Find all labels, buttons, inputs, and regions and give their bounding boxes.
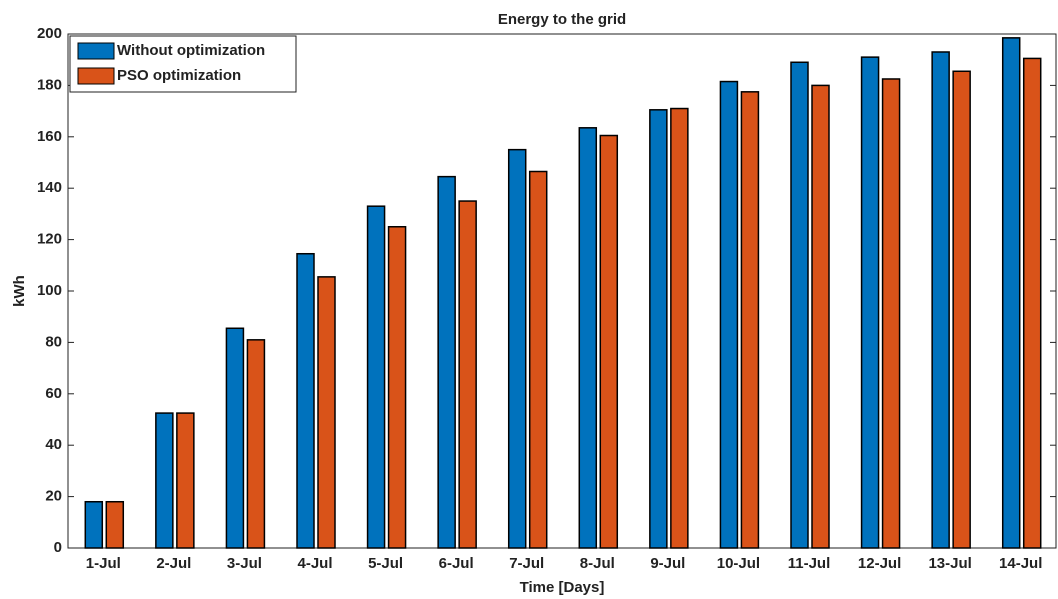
bar	[811, 84, 830, 549]
y-tick-label: 140	[37, 179, 62, 196]
bar	[437, 175, 456, 549]
x-tick-label: 11-Jul	[788, 555, 831, 572]
y-tick-label: 40	[45, 436, 62, 453]
legend-swatch	[77, 67, 115, 85]
legend-label: PSO optimization	[117, 67, 241, 84]
plot-frame	[67, 33, 1057, 549]
x-tick-label: 4-Jul	[297, 555, 332, 572]
bar	[458, 200, 477, 549]
y-tick-label: 180	[37, 76, 62, 93]
bar	[296, 252, 315, 549]
bar	[105, 500, 125, 549]
legend-swatch	[77, 42, 115, 60]
bar	[507, 148, 527, 549]
bar	[246, 339, 266, 549]
bar	[719, 80, 739, 549]
y-tick-label: 20	[45, 488, 62, 505]
y-tick-label: 160	[37, 128, 62, 145]
x-axis-label: Time [Days]	[520, 579, 605, 596]
bar	[952, 70, 971, 549]
y-tick-label: 200	[37, 25, 62, 42]
bar	[528, 170, 548, 549]
x-tick-label: 10-Jul	[717, 555, 760, 572]
bar	[670, 107, 689, 549]
bar	[881, 78, 901, 549]
y-tick-label: 80	[45, 333, 62, 350]
bar	[1022, 57, 1042, 549]
bar	[225, 327, 245, 549]
legend-label: Without optimization	[117, 42, 265, 59]
bar	[790, 61, 809, 549]
bar	[84, 500, 104, 549]
bar	[649, 109, 668, 549]
x-tick-label: 5-Jul	[368, 555, 403, 572]
bar	[931, 51, 950, 549]
y-tick-label: 100	[37, 282, 62, 299]
x-tick-label: 9-Jul	[650, 555, 685, 572]
x-tick-label: 14-Jul	[999, 555, 1042, 572]
bar	[366, 205, 386, 549]
x-tick-label: 6-Jul	[439, 555, 474, 572]
x-tick-label: 7-Jul	[509, 555, 544, 572]
y-tick-label: 0	[54, 539, 62, 556]
bar	[176, 412, 195, 549]
x-tick-label: 3-Jul	[227, 555, 262, 572]
x-tick-label: 8-Jul	[580, 555, 615, 572]
y-tick-label: 60	[45, 385, 62, 402]
bar	[317, 276, 336, 549]
x-tick-label: 13-Jul	[928, 555, 971, 572]
bar	[578, 127, 598, 549]
x-tick-label: 12-Jul	[858, 555, 901, 572]
bar	[387, 226, 407, 549]
x-tick-label: 2-Jul	[156, 555, 191, 572]
y-tick-label: 120	[37, 231, 62, 248]
bar	[599, 134, 619, 549]
bar	[155, 412, 174, 549]
y-axis-label: kWh	[11, 275, 28, 307]
bar	[740, 91, 760, 549]
x-tick-label: 1-Jul	[86, 555, 121, 572]
bar	[1001, 37, 1021, 549]
bar	[860, 56, 880, 549]
chart-title: Energy to the grid	[498, 11, 626, 28]
